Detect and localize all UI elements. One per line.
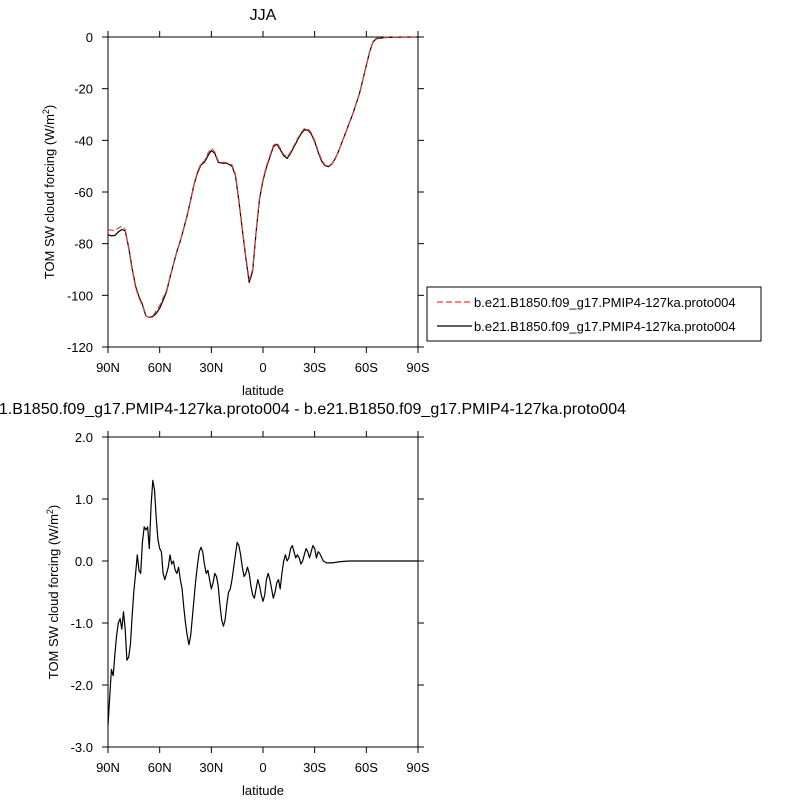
series-line-2 — [107, 36, 419, 318]
y-tick-label: -80 — [74, 237, 93, 252]
y-tick-label: -1.0 — [71, 616, 93, 631]
top-y-ticks: 0 -20 -40 -60 -80 -100 -120 — [67, 30, 424, 355]
top-panel: JJA 90N 60N 30N 0 30S 60S 90S 0 -20 -40 -60 -80 -10… — [41, 7, 430, 398]
x-tick-label: 30N — [199, 360, 223, 375]
x-tick-label: 60S — [355, 360, 378, 375]
x-tick-label: 30N — [199, 760, 223, 775]
top-y-axis-label: TOM SW cloud forcing (W/m2) — [41, 105, 57, 280]
x-tick-label: 60N — [148, 760, 172, 775]
series-line-1 — [107, 36, 418, 318]
x-tick-label: 30S — [303, 360, 326, 375]
y-tick-label: 0.0 — [75, 554, 93, 569]
top-y-axis-label-sup: 2 — [41, 109, 51, 114]
legend-label-2: b.e21.B1850.f09_g17.PMIP4-127ka.proto004 — [474, 319, 736, 334]
x-tick-label: 60N — [148, 360, 172, 375]
top-panel-title: JJA — [250, 7, 277, 24]
top-x-ticks: 90N 60N 30N 0 30S 60S 90S — [96, 31, 430, 375]
x-tick-label: 0 — [259, 760, 266, 775]
bottom-y-ticks: 2.0 1.0 0.0 -1.0 -2.0 -3.0 — [71, 430, 424, 755]
x-tick-label: 90S — [406, 360, 429, 375]
legend: b.e21.B1850.f09_g17.PMIP4-127ka.proto004… — [426, 286, 762, 342]
x-tick-label: 90N — [96, 360, 120, 375]
bottom-plot-frame — [107, 436, 419, 748]
x-tick-label: 90S — [406, 760, 429, 775]
bottom-y-axis-label-close: ) — [46, 505, 61, 509]
top-series-lines — [107, 36, 419, 318]
y-tick-label: -120 — [67, 340, 93, 355]
bottom-x-axis-label: latitude — [242, 783, 284, 798]
x-tick-label: 60S — [355, 760, 378, 775]
bottom-series-lines — [107, 479, 418, 726]
top-y-axis-label-main: TOM SW cloud forcing (W/m — [42, 114, 57, 279]
y-tick-label: -20 — [74, 82, 93, 97]
bottom-panel: b.e21.B1850.f09_g17.PMIP4-127ka.proto004… — [0, 401, 626, 798]
legend-box — [426, 286, 762, 342]
y-tick-label: 2.0 — [75, 430, 93, 445]
top-y-axis-label-close: ) — [42, 105, 57, 109]
top-x-axis-label: latitude — [242, 383, 284, 398]
y-tick-label: -100 — [67, 288, 93, 303]
y-tick-label: -40 — [74, 133, 93, 148]
y-tick-label: -60 — [74, 185, 93, 200]
x-tick-label: 90N — [96, 760, 120, 775]
bottom-y-axis-label-sup: 2 — [45, 509, 55, 514]
bottom-panel-title: b.e21.B1850.f09_g17.PMIP4-127ka.proto004… — [0, 401, 626, 418]
top-plot-frame — [107, 36, 419, 348]
y-tick-label: 0 — [86, 30, 93, 45]
bottom-y-axis-label-main: TOM SW cloud forcing (W/m — [46, 514, 61, 679]
bottom-x-ticks: 90N 60N 30N 0 30S 60S 90S — [96, 431, 430, 775]
legend-label-1: b.e21.B1850.f09_g17.PMIP4-127ka.proto004 — [474, 295, 736, 310]
y-tick-label: -3.0 — [71, 740, 93, 755]
x-tick-label: 0 — [259, 360, 266, 375]
y-tick-label: 1.0 — [75, 492, 93, 507]
series-line-1 — [107, 479, 418, 726]
bottom-y-axis-label: TOM SW cloud forcing (W/m2) — [45, 505, 61, 680]
y-tick-label: -2.0 — [71, 678, 93, 693]
x-tick-label: 30S — [303, 760, 326, 775]
